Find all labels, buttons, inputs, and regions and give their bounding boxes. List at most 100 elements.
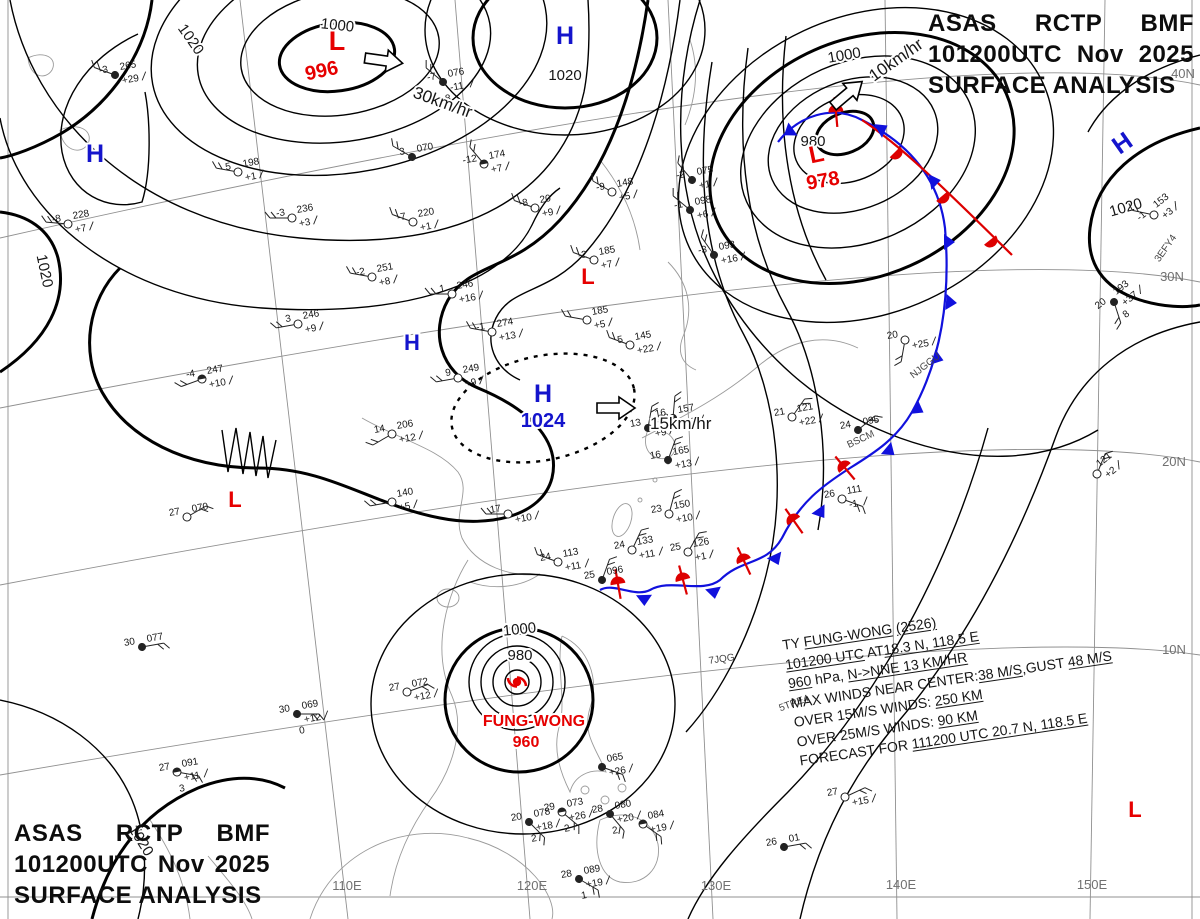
wind-barb-tick — [41, 215, 47, 223]
station-pressure: 150 — [673, 498, 692, 512]
station-pressure: 133 — [636, 534, 655, 548]
wind-barb-tick — [1105, 450, 1113, 455]
title-line: SURFACE ANALYSIS — [14, 882, 262, 909]
title-word: BMF — [1140, 10, 1194, 37]
station-temp: -3 — [98, 64, 109, 76]
wind-barb-tick — [681, 159, 684, 168]
tendency-trace-icon — [818, 413, 824, 423]
station-tendency: +2 — [1103, 465, 1119, 481]
warm-front-semicircle-icon — [837, 460, 851, 473]
tendency-trace-icon — [633, 189, 638, 199]
station-circle-half — [558, 808, 566, 813]
station-pressure: 076 — [447, 66, 466, 80]
station-circle-half — [198, 375, 206, 380]
wind-barb-tick — [578, 826, 580, 834]
station-plot: -2 251+8 — [346, 261, 398, 289]
typhoon-symbol-group: FUNG-WONG 960 — [481, 676, 587, 753]
tendency-trace-icon — [313, 215, 318, 225]
wind-barb-tick — [425, 60, 427, 68]
tendency-trace-icon — [695, 510, 701, 520]
wind-barb-tick — [270, 322, 277, 329]
cold-front-triangle-icon — [880, 441, 895, 456]
station-pressure: 220 — [417, 206, 436, 220]
wind-barb-tick — [700, 229, 704, 238]
station-circle — [487, 327, 497, 337]
motion-arrow-icon — [828, 80, 864, 111]
wind-barb-tick — [179, 380, 188, 385]
tendency-trace-icon — [259, 169, 264, 179]
station-temp: 20 — [510, 811, 523, 824]
station-circle-overcast — [780, 843, 788, 851]
wind-barb-tick — [96, 62, 101, 70]
title-line: ASAS RCTP BMF — [14, 818, 270, 849]
station-plot: 24 113+11 — [534, 546, 590, 574]
title-word: ASAS — [928, 10, 997, 37]
wind-barb-tick — [346, 266, 351, 274]
station-circle-overcast — [408, 153, 416, 161]
station-tendency: +26 — [608, 765, 627, 779]
wind-barb-tick — [424, 287, 431, 295]
station-tendency: +13 — [674, 458, 693, 472]
grid-labels: 40N 30N 20N 10N 110E 120E 130E 140E 150E — [332, 66, 1195, 893]
tendency-trace-icon — [434, 219, 439, 229]
station-pressure: 185 — [591, 304, 610, 318]
longitude-label: 130E — [701, 878, 732, 893]
station-circle-overcast — [598, 763, 606, 771]
latitude-label: 10N — [1162, 642, 1186, 657]
station-tendency: +20 — [616, 812, 635, 826]
station-plot: 26 111-1 — [823, 483, 868, 515]
station-circle-overcast — [854, 426, 862, 434]
wind-barb-tick — [660, 836, 663, 845]
station-temp: 1 — [439, 283, 447, 295]
station-plot: 23 150+10 — [650, 489, 701, 526]
station-circle — [840, 792, 850, 802]
station-plot: 28 080+202 — [591, 798, 642, 839]
tendency-trace-icon — [699, 414, 705, 424]
station-tendency: +16 — [458, 292, 477, 306]
station-pressure: 111 — [846, 483, 863, 497]
station-temp: -1 — [673, 199, 684, 211]
wind-barb-tick — [516, 195, 521, 203]
station-circle-overcast — [688, 176, 696, 184]
station-pressure: 265 — [119, 59, 138, 73]
station-pressure: 148 — [616, 176, 635, 190]
wind-barb-tick — [616, 772, 621, 780]
station-temp: 29 — [543, 801, 556, 814]
warm-front-semicircle-icon — [675, 572, 691, 582]
station-temp: -1 — [475, 321, 486, 333]
tendency-trace-icon — [615, 257, 620, 267]
wind-barb-tick — [675, 436, 684, 440]
isobar-label: 1000 — [502, 619, 537, 639]
station-temp: -3 — [275, 207, 286, 219]
tendency-trace-icon — [393, 274, 398, 284]
station-tendency: +3 — [1160, 206, 1176, 222]
station-tendency: +5 — [593, 319, 607, 332]
wind-barb-tick — [430, 63, 432, 72]
tendency-trace-icon — [555, 818, 561, 828]
wind-barb-tick — [651, 402, 659, 407]
station-temp: -8 — [518, 197, 529, 209]
station-pressure: 198 — [242, 156, 261, 170]
station-pressure: 080 — [614, 798, 633, 812]
stationary-cold-front-line — [599, 111, 948, 594]
tendency-trace-icon — [863, 496, 868, 506]
wind-barb-tick — [47, 215, 53, 223]
station-temp: 16 — [649, 449, 662, 462]
cold-front-triangle-icon — [945, 294, 957, 310]
station-plot: 140+5 — [364, 486, 418, 514]
typhoon-icon — [506, 676, 528, 688]
wind-barb-tick — [895, 355, 903, 361]
isobar-label: 980 — [800, 133, 825, 150]
station-temp: -7 — [426, 71, 437, 83]
station-circle — [293, 319, 303, 329]
wind-barb-tick — [672, 494, 681, 499]
station-tendency: +10 — [675, 512, 694, 526]
station-plot: 5 145+22 — [606, 329, 662, 357]
title-line: 101200UTC Nov 2025 — [928, 39, 1194, 70]
title-word: Nov — [157, 851, 205, 878]
station-pressure: 174 — [488, 148, 507, 162]
wind-barb-tick — [677, 155, 680, 164]
station-plot: 20 078+182 — [510, 806, 561, 846]
tendency-trace-icon — [711, 207, 716, 217]
title-word: 101200UTC — [14, 851, 148, 878]
